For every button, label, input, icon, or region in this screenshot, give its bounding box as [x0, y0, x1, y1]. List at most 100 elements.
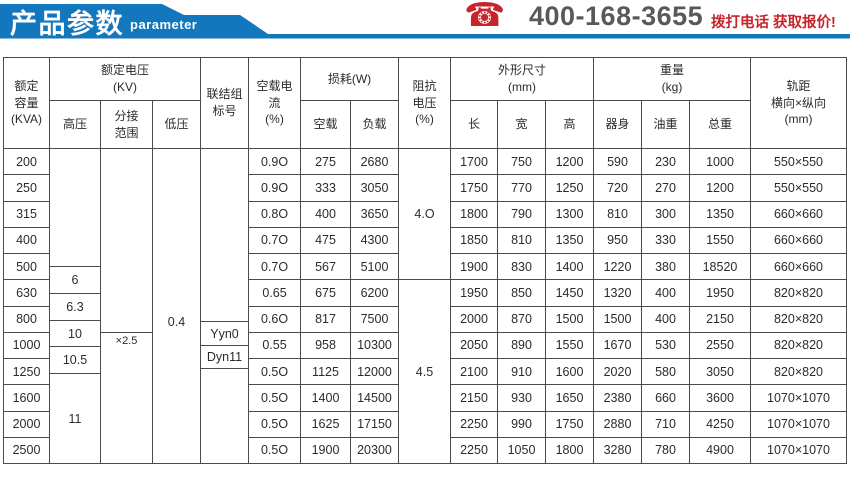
- header-high-voltage: 高压: [50, 101, 101, 149]
- header-weight-body: 器身: [594, 101, 642, 149]
- cell-dim-height-row1: 1200: [546, 149, 594, 176]
- cell-low-voltage: 0.4: [167, 315, 186, 329]
- cell-dim-length-row7: 2000: [451, 306, 498, 333]
- header-gauge: 轨距 横向×纵向 (mm): [751, 58, 847, 149]
- cell-loss-no-load-row11: 1625: [301, 411, 351, 438]
- phone-cta: 拨打电话 获取报价!: [711, 15, 836, 31]
- cell-dim-width-row3: 790: [498, 201, 546, 228]
- cell-loss-load-row2: 3050: [351, 175, 399, 202]
- cell-weight-body-row8: 1670: [594, 332, 642, 359]
- cell-no-load-current-row4: 0.7O: [249, 227, 301, 254]
- cell-dim-length-row6: 1950: [451, 280, 498, 307]
- header-dim-width: 宽: [498, 101, 546, 149]
- cell-weight-oil-row12: 780: [642, 437, 690, 464]
- cell-no-load-current-row7: 0.6O: [249, 306, 301, 333]
- parameters-table: 额定 容量 (KVA) 额定电压 (KV) 联结组 标号 空载电 流 (%) 损…: [3, 57, 847, 464]
- cell-loss-no-load-row10: 1400: [301, 385, 351, 412]
- cell-dim-height-row4: 1350: [546, 227, 594, 254]
- cell-weight-oil-row10: 660: [642, 385, 690, 412]
- cell-loss-load-row11: 17150: [351, 411, 399, 438]
- cell-high-voltage-5: 11: [50, 373, 100, 463]
- cell-gauge-row8: 820×820: [751, 332, 847, 359]
- cell-dim-height-row3: 1300: [546, 201, 594, 228]
- cell-dim-length-row9: 2100: [451, 359, 498, 386]
- cell-dim-height-row10: 1650: [546, 385, 594, 412]
- cell-dim-length-row4: 1850: [451, 227, 498, 254]
- cell-weight-body-row4: 950: [594, 227, 642, 254]
- cell-loss-load-row1: 2680: [351, 149, 399, 176]
- cell-dim-length-row5: 1900: [451, 254, 498, 281]
- cell-gauge-row9: 820×820: [751, 359, 847, 386]
- cell-weight-body-row7: 1500: [594, 306, 642, 333]
- cell-no-load-current-row3: 0.8O: [249, 201, 301, 228]
- cell-dim-width-row8: 890: [498, 332, 546, 359]
- cell-loss-load-row6: 6200: [351, 280, 399, 307]
- cell-weight-oil-row2: 270: [642, 175, 690, 202]
- header-rated-capacity: 额定 容量 (KVA): [4, 58, 50, 149]
- page-title: 产品参数: [10, 9, 124, 39]
- cell-loss-load-row3: 3650: [351, 201, 399, 228]
- header-loss-load: 负载: [351, 101, 399, 149]
- cell-loss-no-load-row3: 400: [301, 201, 351, 228]
- cell-loss-no-load-row8: 958: [301, 332, 351, 359]
- cell-gauge-row7: 820×820: [751, 306, 847, 333]
- header-weight-oil: 油重: [642, 101, 690, 149]
- cell-rated-capacity-row1: 200: [4, 149, 50, 176]
- cell-gauge-row12: 1070×1070: [751, 437, 847, 464]
- header-low-voltage: 低压: [153, 101, 201, 149]
- cell-dim-length-row8: 2050: [451, 332, 498, 359]
- cell-dim-length-row12: 2250: [451, 437, 498, 464]
- cell-weight-oil-row4: 330: [642, 227, 690, 254]
- cell-weight-total-row11: 4250: [690, 411, 751, 438]
- cell-dim-height-row7: 1500: [546, 306, 594, 333]
- cell-dim-length-row2: 1750: [451, 175, 498, 202]
- cell-no-load-current-row9: 0.5O: [249, 359, 301, 386]
- cell-weight-total-row7: 2150: [690, 306, 751, 333]
- cell-dim-width-row4: 810: [498, 227, 546, 254]
- connection-group-column: Yyn0 Dyn11: [201, 149, 249, 464]
- cell-tap-range: ×2.5: [101, 332, 152, 463]
- cell-dim-height-row5: 1400: [546, 254, 594, 281]
- cell-rated-capacity-row6: 630: [4, 280, 50, 307]
- cell-high-voltage-3: 10: [50, 320, 100, 346]
- cell-weight-oil-row11: 710: [642, 411, 690, 438]
- cell-gauge-row1: 550×550: [751, 149, 847, 176]
- cell-dim-width-row2: 770: [498, 175, 546, 202]
- cell-weight-total-row9: 3050: [690, 359, 751, 386]
- cell-weight-total-row5: 18520: [690, 254, 751, 281]
- tap-range-column: ×2.5: [101, 149, 153, 464]
- cell-dim-height-row9: 1600: [546, 359, 594, 386]
- cell-dim-width-row6: 850: [498, 280, 546, 307]
- cell-loss-no-load-row6: 675: [301, 280, 351, 307]
- cell-loss-load-row8: 10300: [351, 332, 399, 359]
- cell-rated-capacity-row7: 800: [4, 306, 50, 333]
- cell-rated-capacity-row12: 2500: [4, 437, 50, 464]
- low-voltage-column: 0.4: [153, 149, 201, 464]
- cell-dim-width-row10: 930: [498, 385, 546, 412]
- cell-rated-capacity-row4: 400: [4, 227, 50, 254]
- cell-gauge-row3: 660×660: [751, 201, 847, 228]
- cell-rated-capacity-row10: 1600: [4, 385, 50, 412]
- cell-weight-total-row6: 1950: [690, 280, 751, 307]
- cell-loss-no-load-row1: 275: [301, 149, 351, 176]
- cell-weight-oil-row6: 400: [642, 280, 690, 307]
- cell-no-load-current-row8: 0.55: [249, 332, 301, 359]
- cell-no-load-current-row10: 0.5O: [249, 385, 301, 412]
- cell-weight-body-row9: 2020: [594, 359, 642, 386]
- cell-dim-length-row10: 2150: [451, 385, 498, 412]
- cell-loss-no-load-row4: 475: [301, 227, 351, 254]
- cell-high-voltage-4: 10.5: [50, 346, 100, 373]
- high-voltage-column: 6 6.3 10 10.5 11: [50, 149, 101, 464]
- cell-weight-oil-row7: 400: [642, 306, 690, 333]
- cell-dim-width-row11: 990: [498, 411, 546, 438]
- cell-rated-capacity-row2: 250: [4, 175, 50, 202]
- cell-gauge-row2: 550×550: [751, 175, 847, 202]
- cell-dim-height-row11: 1750: [546, 411, 594, 438]
- header-loss-group: 损耗(W): [301, 58, 399, 101]
- cell-loss-no-load-row2: 333: [301, 175, 351, 202]
- cell-dim-length-row11: 2250: [451, 411, 498, 438]
- cell-dim-length-row3: 1800: [451, 201, 498, 228]
- cell-no-load-current-row1: 0.9O: [249, 149, 301, 176]
- cell-loss-no-load-row9: 1125: [301, 359, 351, 386]
